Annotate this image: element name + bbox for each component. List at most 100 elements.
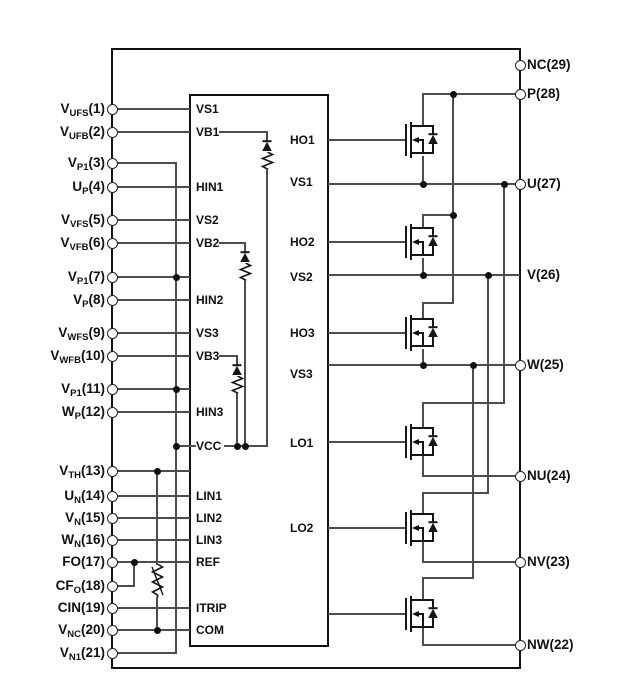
pin-label-left-14: UN(14) [5,486,105,506]
gate-wire-5 [328,527,406,529]
vb3-wire [219,355,237,357]
mosfet-1-gate-bar [405,124,407,156]
left-pin-wire-8 [112,299,190,301]
vb2-wire [244,242,246,252]
pin-label-tail: (20) [80,622,105,637]
pin-label-tail: (3) [88,155,106,170]
mosfet-2-body-connector [422,241,424,256]
v-bus [487,274,489,494]
left-pin-7-circle-icon [106,271,118,283]
block-label-right-0: HO1 [290,132,315,147]
nw-line [423,644,520,646]
left-pin-wire-7 [112,276,190,278]
block-label-right-7: LO2 [290,520,314,535]
block-label-left-15: COM [196,622,224,637]
mosfet-4-body-diode-icon-svg [428,435,438,446]
pin-label-main: V [60,235,70,250]
vb3-resistor-icon [229,375,245,394]
u-bus [503,183,505,404]
mosfet-4-body-diode-icon [427,435,439,447]
pin-label-main: V [59,124,69,139]
outer-border-right [518,47,522,670]
block-label-left-2: HIN1 [196,179,224,194]
pin-label-left-17: FO(17) [5,552,105,572]
wire-h [422,125,434,127]
junction-dot-icon [172,273,180,281]
block-label-right-2: HO2 [290,234,315,249]
mosfet-3-body-stub [418,332,424,334]
wire-h [422,626,434,628]
mosfet-5-arrow-icon [412,524,419,531]
pin-label-tail: (18) [80,578,105,593]
junction-dot-icon [241,442,249,450]
left-pin-wire-21 [112,652,176,654]
outer-border-bottom [112,666,521,670]
mosfet-1-drain-stub [412,125,424,127]
wire-v [422,93,424,127]
pin-label-sub: VFB [69,242,89,253]
mosfet-2-source-stub [412,254,424,256]
gate-wire-6 [328,613,406,615]
left-pin-wire-9 [112,332,190,334]
vp1-bus [175,162,177,654]
junction-dot-icon [449,90,457,98]
block-label-left-8: HIN3 [196,404,224,419]
vb1-resistor-icon-svg [259,151,275,170]
left-pin-8-circle-icon [106,294,118,306]
left-pin-wire-20 [112,629,190,631]
pin-label-sub: N [74,517,81,528]
pin-label-tail: (16) [80,532,105,547]
left-pin-12-circle-icon [106,406,118,418]
vb2-wire [219,242,245,244]
nu-line [423,475,520,477]
block-label-right-3: VS2 [290,269,313,284]
pin-label-sub: UFS [69,108,89,119]
pin-label-left-10: VWFB(10) [5,346,105,366]
pin-label-main: V [61,381,71,396]
wire-v [422,577,424,601]
pin-label-sub: P [82,299,89,310]
mosfet-3-body-connector [422,332,424,347]
pin-label-main: V [65,510,75,525]
wire-h [423,492,488,494]
junction-dot-icon [419,361,427,369]
wire-v [422,454,424,477]
thermistor-wire [156,470,158,565]
vb3-resistor-icon-svg [229,375,245,394]
mosfet-2-body-diode-icon [427,235,439,247]
vb3-wire [236,393,238,447]
left-pin-wire-3 [112,162,176,164]
pin-label-tail: (6) [88,235,106,250]
pin-label-tail: (7) [88,269,106,284]
pin-label-main: V [59,645,69,660]
wire-h [422,540,434,542]
mosfet-1-channel-bar [410,122,412,158]
junction-dot-icon [449,211,457,219]
block-label-left-14: ITRIP [196,600,227,615]
pin-label-left-16: WN(16) [5,530,105,550]
pin-label-main: V [58,622,68,637]
mosfet-2-gate-bar [405,226,407,258]
left-pin-2-circle-icon [106,126,118,138]
left-pin-15-circle-icon [106,512,118,524]
left-pin-10-circle-icon [106,350,118,362]
wire-v [432,245,434,256]
junction-dot-icon [500,180,508,188]
pin-label-main: V [58,325,68,340]
junction-dot-icon [419,271,427,279]
mosfet-5-source-stub [412,540,424,542]
mosfet-4-channel-bar [410,424,412,460]
mosfet-6-body-diode-icon-svg [428,607,438,618]
left-pin-14-circle-icon [106,490,118,502]
vb2-diode-icon-svg [240,251,250,262]
thermistor-icon-svg [150,563,164,598]
vb1-wire [266,169,268,447]
block-label-left-10: LIN1 [196,488,223,503]
mosfet-3-body-diode-icon-svg [428,326,438,337]
pin-label-left-4: UP(4) [5,177,105,197]
pin-label-tail: (21) [80,645,105,660]
wire-h [422,152,434,154]
mosfet-4-arrow-icon [412,438,419,445]
gate-wire-2 [328,241,406,243]
pin-label-right-2: P(28) [527,86,561,101]
